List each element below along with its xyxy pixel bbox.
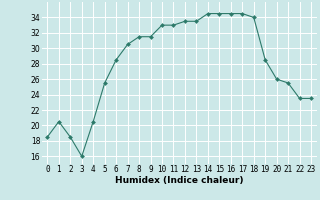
X-axis label: Humidex (Indice chaleur): Humidex (Indice chaleur) bbox=[115, 176, 244, 185]
